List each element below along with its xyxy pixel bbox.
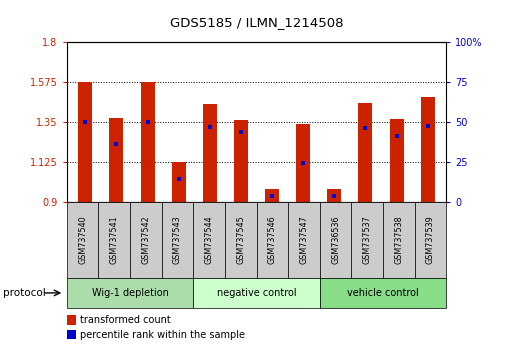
Text: GSM737546: GSM737546 [268,216,277,264]
Bar [172,162,186,202]
Text: GSM737541: GSM737541 [110,216,119,264]
Bar [359,103,372,202]
Text: percentile rank within the sample: percentile rank within the sample [80,330,245,339]
Bar [109,118,124,202]
Text: GSM737544: GSM737544 [205,216,213,264]
Text: GSM737543: GSM737543 [173,216,182,264]
Bar [141,82,154,202]
Text: GSM737540: GSM737540 [78,216,87,264]
Text: vehicle control: vehicle control [347,288,419,298]
Bar [421,97,435,202]
Text: protocol: protocol [3,288,45,298]
Text: GSM737537: GSM737537 [363,216,372,264]
Bar [203,104,217,202]
Text: GSM737538: GSM737538 [394,216,403,264]
Text: GDS5185 / ILMN_1214508: GDS5185 / ILMN_1214508 [170,16,343,29]
Bar [265,189,279,202]
Text: GSM736536: GSM736536 [331,216,340,264]
Text: transformed count: transformed count [80,315,171,325]
Text: negative control: negative control [216,288,297,298]
Bar [327,189,341,202]
Bar [78,82,92,202]
Text: Wig-1 depletion: Wig-1 depletion [91,288,168,298]
Text: GSM737545: GSM737545 [236,216,245,264]
Text: GSM737542: GSM737542 [141,216,150,264]
Bar [389,119,404,202]
Bar [296,124,310,202]
Bar [234,120,248,202]
Text: GSM737539: GSM737539 [426,216,435,264]
Text: GSM737547: GSM737547 [300,216,308,264]
